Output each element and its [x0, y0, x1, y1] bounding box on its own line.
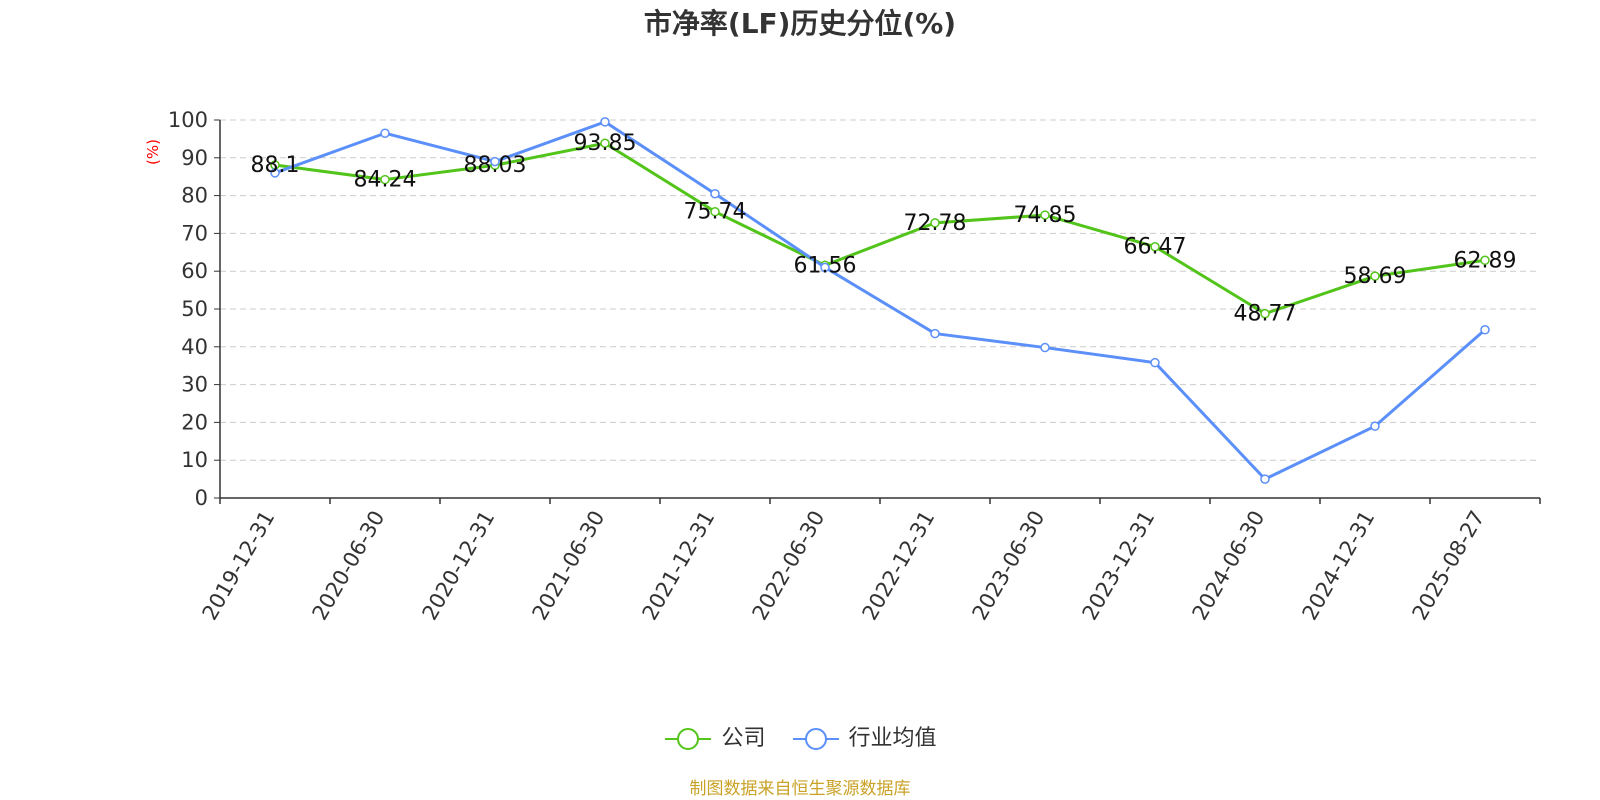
data-point-industry[interactable]: [1370, 421, 1380, 431]
data-point-industry[interactable]: [930, 328, 940, 339]
y-tick-label: 0: [195, 486, 208, 510]
x-tick-label: 2025-08-27: [1408, 507, 1490, 625]
data-label: 58.69: [1344, 264, 1407, 289]
data-label: 66.47: [1124, 235, 1187, 260]
data-label: 48.77: [1234, 302, 1297, 327]
y-axis-label: (%): [144, 139, 162, 165]
y-tick-label: 10: [181, 448, 208, 472]
data-point-company[interactable]: [930, 218, 940, 228]
data-point-company[interactable]: [380, 174, 390, 185]
y-tick-label: 70: [181, 221, 208, 245]
x-tick-label: 2024-06-30: [1188, 507, 1270, 625]
data-point-industry[interactable]: [490, 156, 500, 167]
y-tick-label: 30: [181, 373, 208, 397]
y-tick-label: 60: [181, 259, 208, 283]
x-tick-label: 2021-12-31: [638, 507, 720, 625]
legend-item-industry[interactable]: 行业均值: [791, 721, 937, 757]
data-label: 88.03: [464, 153, 527, 178]
y-tick-label: 100: [168, 108, 208, 132]
x-tick-label: 2020-06-30: [308, 507, 390, 625]
data-label: 74.85: [1014, 203, 1077, 228]
x-tick-label: 2021-06-30: [528, 507, 610, 625]
legend-item-company[interactable]: 公司: [663, 721, 765, 757]
data-point-industry[interactable]: [270, 168, 280, 178]
data-point-company[interactable]: [600, 138, 610, 148]
legend-label-industry: 行业均值: [848, 725, 937, 751]
x-tick-label: 2023-12-31: [1078, 507, 1160, 625]
data-point-company[interactable]: [710, 206, 720, 217]
grid-lines: [220, 119, 1540, 461]
legend: 公司 行业均值: [0, 720, 1600, 757]
y-tick-label: 40: [181, 335, 208, 359]
data-label: 93.85: [574, 131, 637, 156]
chart-title: 市净率(LF)历史分位(%): [643, 7, 957, 40]
series-line-company: [274, 141, 1486, 316]
data-point-company[interactable]: [1480, 255, 1490, 266]
x-tick-label: 2022-12-31: [858, 507, 940, 625]
x-tick-label: 2024-12-31: [1298, 507, 1380, 625]
legend-label-company: 公司: [721, 725, 766, 751]
x-tick-label: 2019-12-31: [198, 507, 280, 625]
data-label: 84.24: [354, 168, 417, 193]
data-label: 88.1: [251, 153, 300, 178]
data-label: 75.74: [684, 200, 747, 225]
data-point-industry[interactable]: [600, 117, 610, 127]
legend-swatch-industry-icon: [792, 727, 839, 750]
data-point-industry[interactable]: [1260, 474, 1270, 484]
data-labels: 88.1 84.24 88.03 93.85 75.74 61.56 72.78 74.85 6…: [251, 131, 1517, 326]
y-tick-label: 80: [181, 184, 208, 208]
data-point-company[interactable]: [1260, 308, 1270, 319]
series: [270, 117, 1490, 484]
source-note: 制图数据来自恒生聚源数据库: [689, 779, 911, 799]
x-tick-label: 2023-06-30: [968, 507, 1050, 625]
data-point-industry[interactable]: [1480, 325, 1490, 335]
y-tick-label: 20: [181, 410, 208, 434]
x-tick-label: 2022-06-30: [748, 507, 830, 625]
data-point-industry[interactable]: [1040, 342, 1050, 353]
data-label: 62.89: [1454, 248, 1517, 273]
y-tick-label: 50: [181, 297, 208, 321]
data-point-company[interactable]: [1150, 241, 1160, 252]
data-point-company[interactable]: [1370, 271, 1380, 281]
data-point-industry[interactable]: [710, 188, 720, 199]
data-label: 72.78: [904, 211, 967, 236]
legend-swatch-company-icon: [665, 727, 712, 750]
data-label: 61.56: [794, 253, 857, 278]
x-tick-label: 2020-12-31: [418, 507, 500, 625]
data-point-industry[interactable]: [1150, 357, 1160, 368]
series-line-industry: [274, 120, 1486, 481]
data-point-industry[interactable]: [820, 262, 830, 273]
data-point-industry[interactable]: [380, 128, 390, 138]
data-point-company[interactable]: [1040, 210, 1050, 220]
y-tick-label: 90: [181, 146, 208, 170]
